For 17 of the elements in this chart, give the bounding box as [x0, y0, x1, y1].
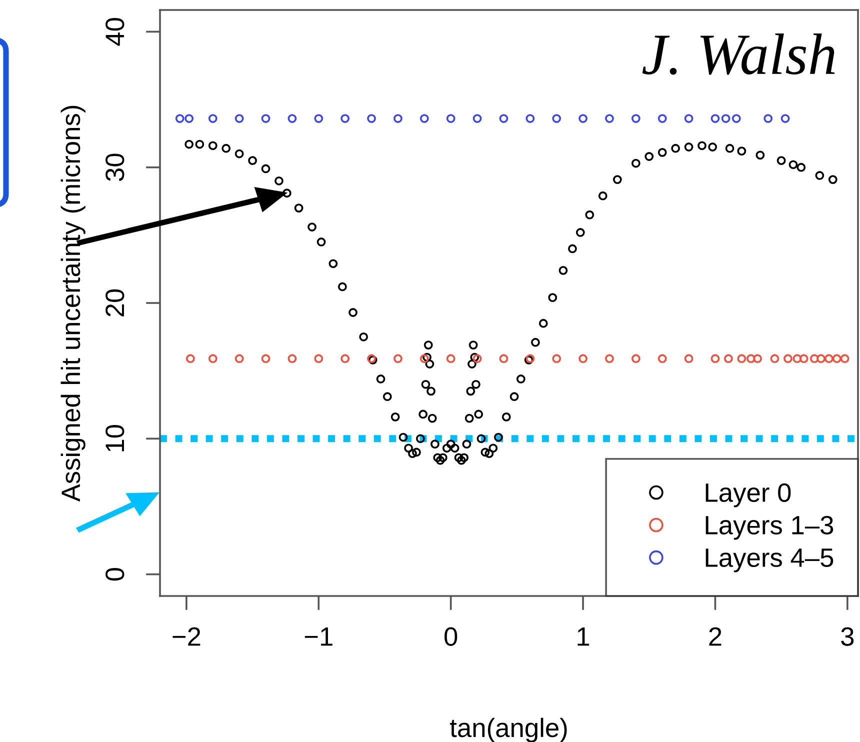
x-axis-title: tan(angle) — [450, 718, 567, 742]
legend-label: Layers 1–3 — [706, 516, 834, 540]
x-tick-label: 3 — [841, 627, 854, 646]
y-tick-label: 40 — [106, 18, 124, 46]
y-axis-title: Assigned hit uncertainty (microns) — [60, 106, 86, 502]
y-tick-label: 10 — [106, 425, 124, 452]
y-tick-label: 20 — [106, 289, 124, 316]
x-tick-label: −2 — [172, 627, 200, 646]
legend-label: Layers 4–5 — [706, 548, 834, 572]
x-tick-label: −1 — [304, 628, 332, 646]
legend-label: Layer 0 — [706, 483, 791, 508]
x-tick-label: 2 — [709, 627, 722, 646]
y-tick-label: 30 — [106, 154, 124, 182]
x-tick-label: 1 — [578, 628, 590, 646]
x-tick-label: 0 — [444, 627, 458, 646]
y-tick-label: 0 — [106, 568, 124, 581]
annotation: J. Walsh — [642, 33, 835, 75]
